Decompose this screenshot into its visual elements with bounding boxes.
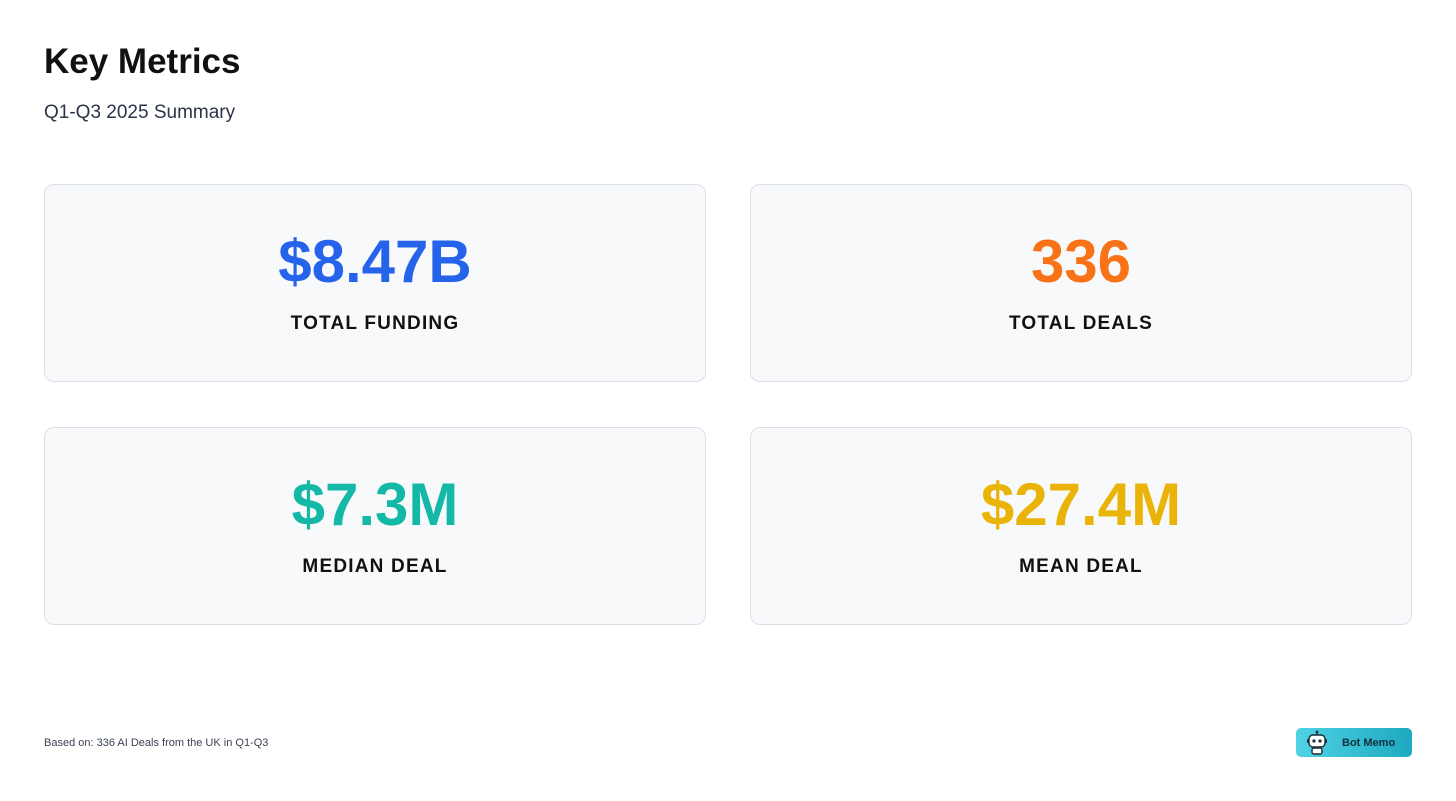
metric-value: 336	[1030, 228, 1132, 295]
metric-value: $27.4M	[980, 471, 1182, 538]
metric-label: MEDIAN DEAL	[302, 556, 448, 577]
metric-card-median-deal: $7.3M MEDIAN DEAL	[44, 427, 706, 625]
metric-label: TOTAL FUNDING	[290, 313, 460, 334]
metric-card-mean-deal: $27.4M MEAN DEAL	[750, 427, 1412, 625]
page-subtitle: Q1-Q3 2025 Summary	[44, 102, 236, 123]
brand-label: Bot Memo	[1342, 736, 1396, 749]
page-title: Key Metrics	[44, 42, 241, 81]
metric-value: $8.47B	[278, 228, 472, 295]
metric-label: TOTAL DEALS	[1008, 313, 1154, 334]
metric-card-total-funding: $8.47B TOTAL FUNDING	[44, 184, 706, 382]
robot-icon	[1307, 730, 1327, 755]
source-footnote: Based on: 336 AI Deals from the UK in Q1…	[44, 737, 269, 749]
bot-memo-badge[interactable]: Bot Memo	[1296, 728, 1412, 757]
metric-value: $7.3M	[291, 471, 459, 538]
metric-card-total-deals: 336 TOTAL DEALS	[750, 184, 1412, 382]
metric-label: MEAN DEAL	[1019, 556, 1143, 577]
